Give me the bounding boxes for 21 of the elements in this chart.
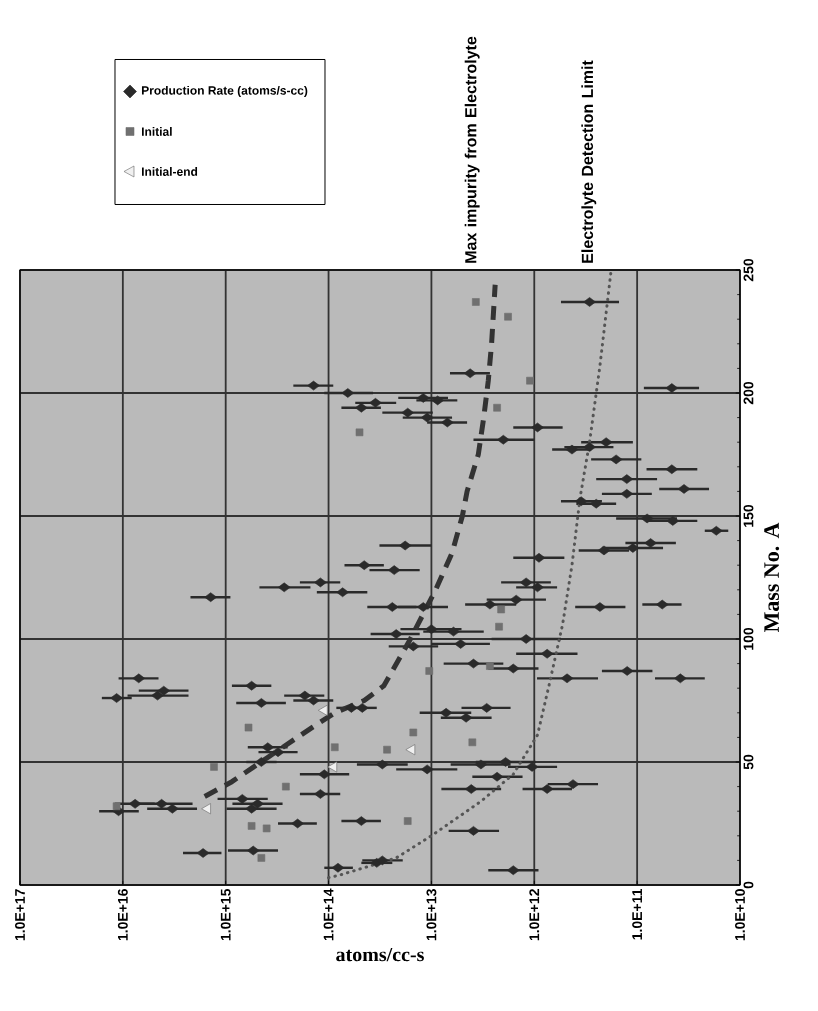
y-tick-label: 0 [743,881,754,889]
text: Max impurity from Electrolyte [464,36,480,263]
x-tick-label: 1.0E+17 [15,889,25,941]
x-tick-label: 1.0E+12 [529,889,540,941]
y-tick-label: 150 [743,504,754,527]
x-tick-label: 1.0E+16 [117,889,128,941]
x-tick-label: 1.0E+10 [735,889,745,941]
y-tick-label: 50 [743,754,754,770]
x-axis-title: atoms/cc-s [336,947,424,962]
y-axis-title: Mass No. A [764,522,780,633]
legend-label: Initial [141,127,172,136]
x-tick-label: 1.0E+14 [323,888,334,941]
x-tick-label: 1.0E+15 [220,888,231,941]
y-tick-label: 100 [743,627,754,650]
x-tick-label: 1.0E+13 [426,889,437,941]
x-tick-label: 1.0E+11 [632,888,643,940]
legend-label: Initial-end [141,167,198,176]
text: Electrolyte Detection Limit [581,60,597,263]
y-tick-label: 250 [743,258,754,282]
legend-label: Production Rate (atoms/s-cc) [141,85,308,98]
y-tick-label: 200 [743,381,754,405]
